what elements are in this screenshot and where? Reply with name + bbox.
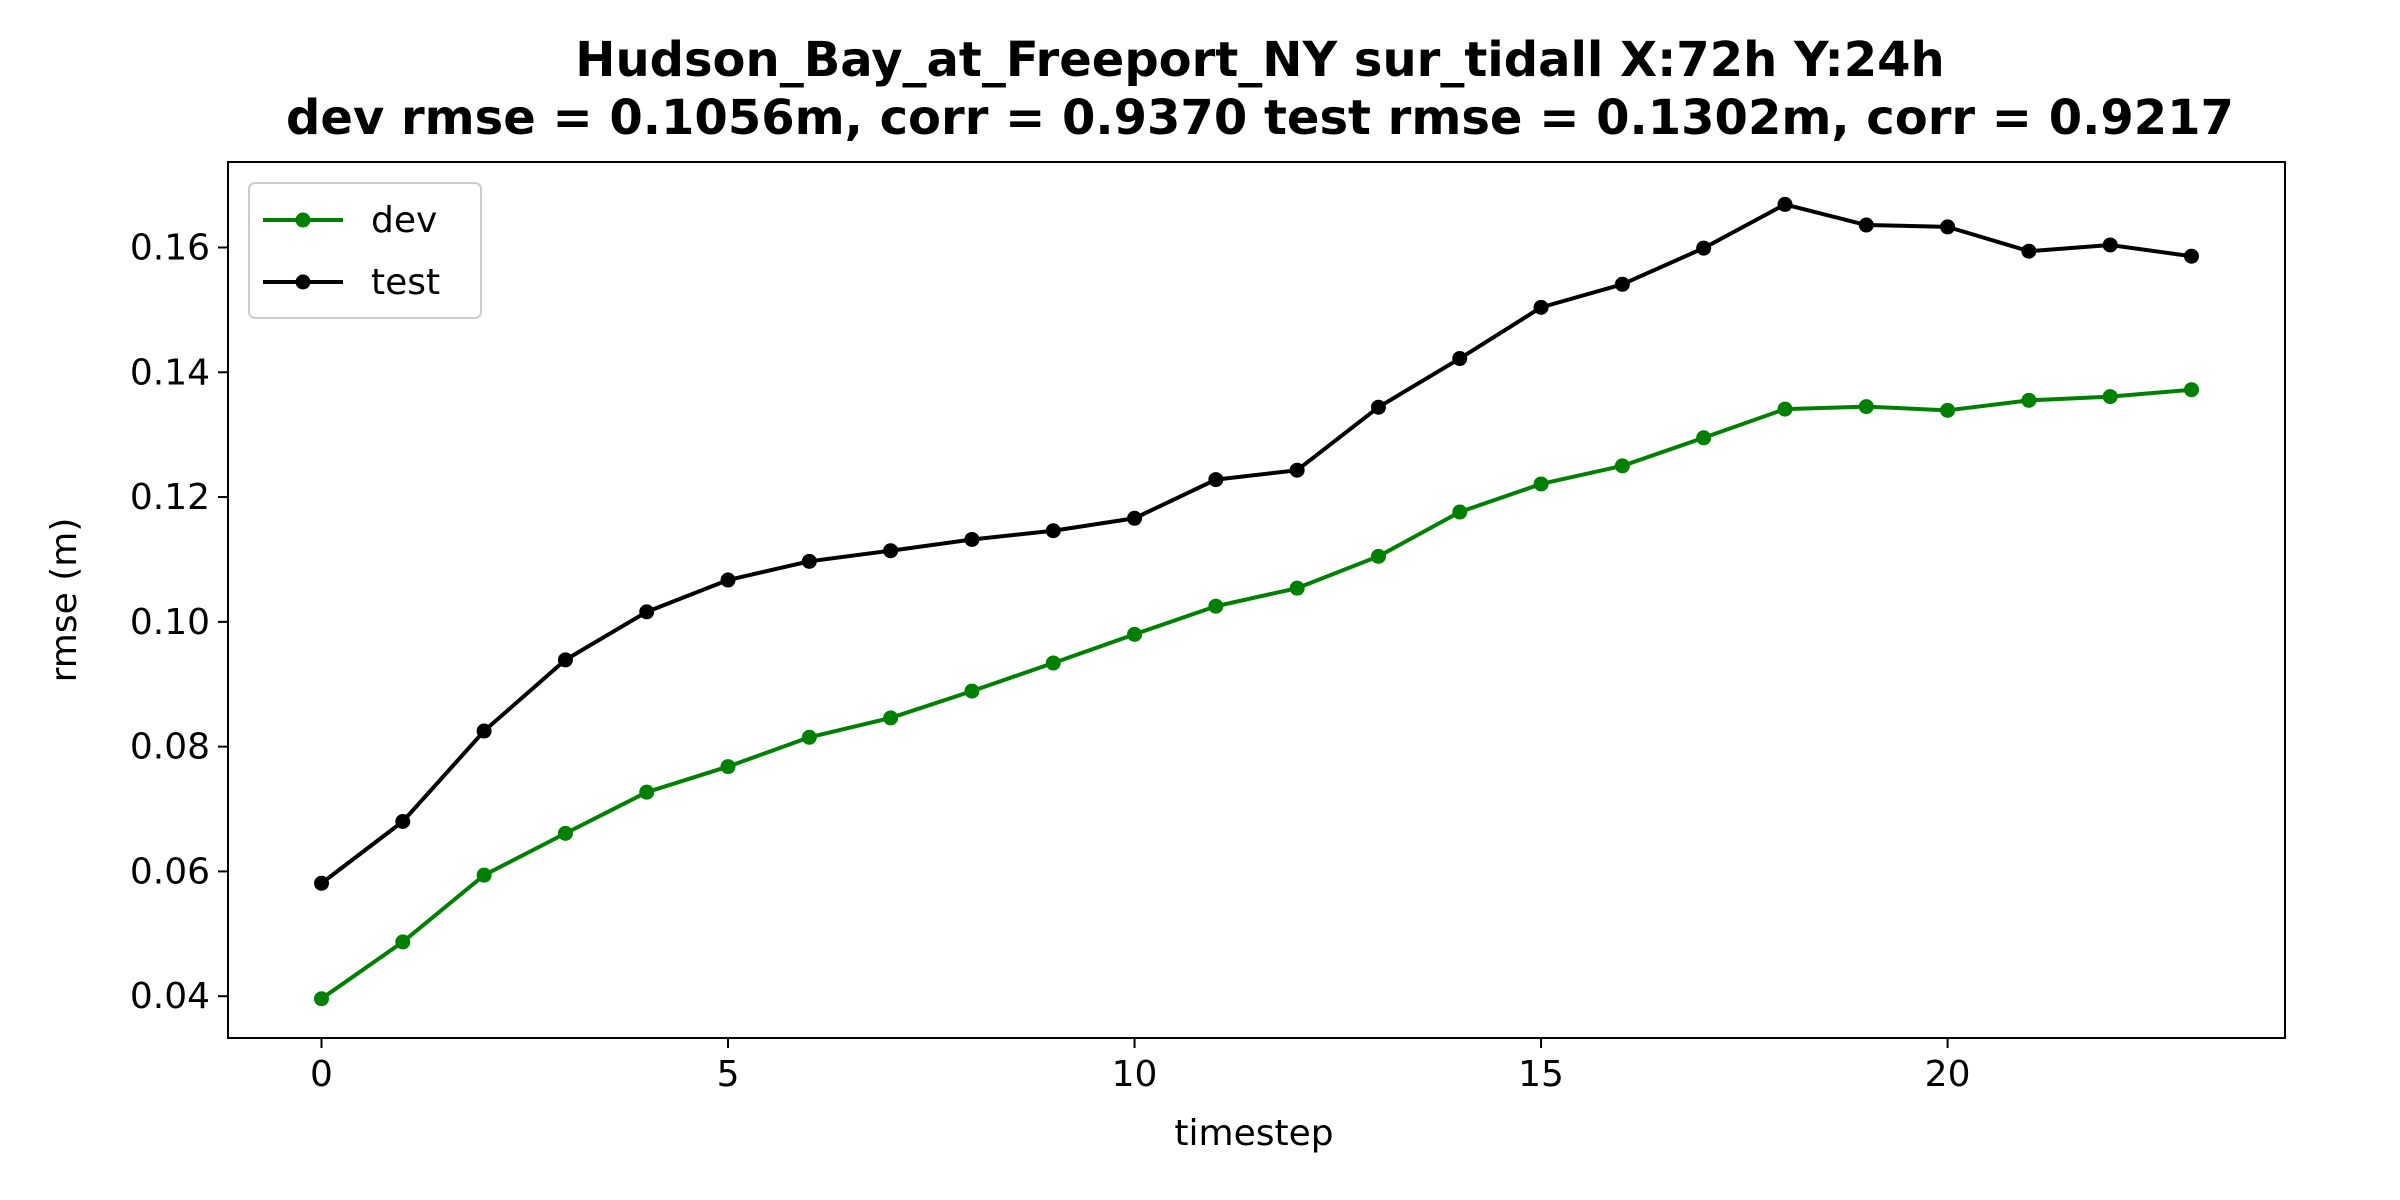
data-point-test	[1452, 351, 1468, 367]
data-point-dev	[395, 934, 411, 950]
plot-frame	[227, 161, 2286, 1039]
legend-label-test: test	[371, 262, 440, 303]
data-point-dev	[801, 729, 817, 745]
series-line-test	[320, 202, 2192, 885]
data-point-test	[314, 875, 329, 891]
series-line-dev	[320, 387, 2192, 1001]
y-tick-label: 0.14	[130, 352, 210, 393]
plot-area	[227, 161, 2286, 1039]
y-axis: 0.04 0.06 0.08 0.10 0.12 0.14 0.16	[130, 227, 228, 1017]
data-point-dev	[1614, 458, 1630, 474]
y-tick-label: 0.08	[130, 727, 210, 768]
data-point-test	[1614, 276, 1630, 292]
data-point-dev	[1858, 399, 1874, 415]
data-point-dev	[1533, 476, 1549, 492]
x-tick-label: 5	[717, 1054, 740, 1095]
data-point-test	[964, 531, 980, 547]
data-point-test	[557, 652, 573, 668]
data-point-test	[395, 813, 411, 829]
y-tick-label: 0.16	[130, 227, 210, 268]
data-point-test	[1208, 472, 1224, 488]
data-point-test	[2102, 237, 2118, 253]
chart-title: Hudson_Bay_at_Freeport_NY sur_tidall X:7…	[575, 32, 1944, 88]
data-point-dev	[1777, 401, 1793, 417]
data-point-test	[2184, 248, 2199, 264]
data-point-dev	[1696, 430, 1712, 446]
data-point-dev	[1289, 580, 1305, 596]
data-point-test	[720, 572, 736, 588]
data-point-dev	[883, 710, 899, 726]
data-point-dev	[2021, 392, 2037, 408]
series-group	[314, 196, 2199, 1007]
data-point-test	[1696, 240, 1712, 256]
data-point-dev	[1127, 626, 1143, 642]
data-point-test	[476, 723, 492, 739]
data-point-dev	[2184, 382, 2199, 398]
data-point-dev	[2102, 389, 2118, 405]
y-axis-label: rmse (m)	[44, 518, 85, 683]
legend-box	[248, 182, 482, 319]
data-point-test	[1533, 299, 1549, 315]
data-point-dev	[1045, 655, 1061, 671]
x-axis-label: timestep	[1174, 1113, 1333, 1154]
x-tick-label: 15	[1518, 1054, 1564, 1095]
x-tick-label: 10	[1112, 1054, 1158, 1095]
y-tick-label: 0.04	[130, 976, 210, 1017]
data-point-test	[1370, 399, 1386, 415]
data-point-dev	[639, 784, 655, 800]
data-point-dev	[314, 991, 329, 1007]
legend-marker-test	[295, 274, 311, 290]
x-axis: 0 5 10 15 20	[310, 1038, 1970, 1095]
data-point-test	[801, 553, 817, 569]
data-point-test	[1858, 217, 1874, 233]
legend-label-dev: dev	[371, 200, 437, 241]
data-point-test	[1045, 523, 1061, 539]
data-point-dev	[720, 759, 736, 775]
data-point-dev	[1940, 402, 1956, 418]
y-tick-label: 0.10	[130, 602, 210, 643]
data-point-test	[883, 543, 899, 559]
data-point-dev	[964, 683, 980, 699]
y-tick-label: 0.06	[130, 851, 210, 892]
chart-subtitle: dev rmse = 0.1056m, corr = 0.9370 test r…	[286, 90, 2234, 146]
data-point-test	[2021, 243, 2037, 259]
data-point-test	[1127, 510, 1143, 526]
data-point-dev	[1208, 598, 1224, 614]
y-tick-label: 0.12	[130, 477, 210, 518]
data-point-test	[639, 604, 655, 620]
data-point-test	[1940, 219, 1956, 235]
data-point-test	[1289, 462, 1305, 478]
x-tick-label: 20	[1925, 1054, 1971, 1095]
x-tick-label: 0	[310, 1054, 333, 1095]
legend-marker-dev	[295, 212, 311, 228]
data-point-test	[1777, 196, 1793, 212]
data-point-dev	[557, 825, 573, 841]
data-point-dev	[1370, 548, 1386, 564]
data-point-dev	[1452, 504, 1468, 520]
data-point-dev	[476, 867, 492, 883]
legend: dev test	[248, 182, 482, 319]
